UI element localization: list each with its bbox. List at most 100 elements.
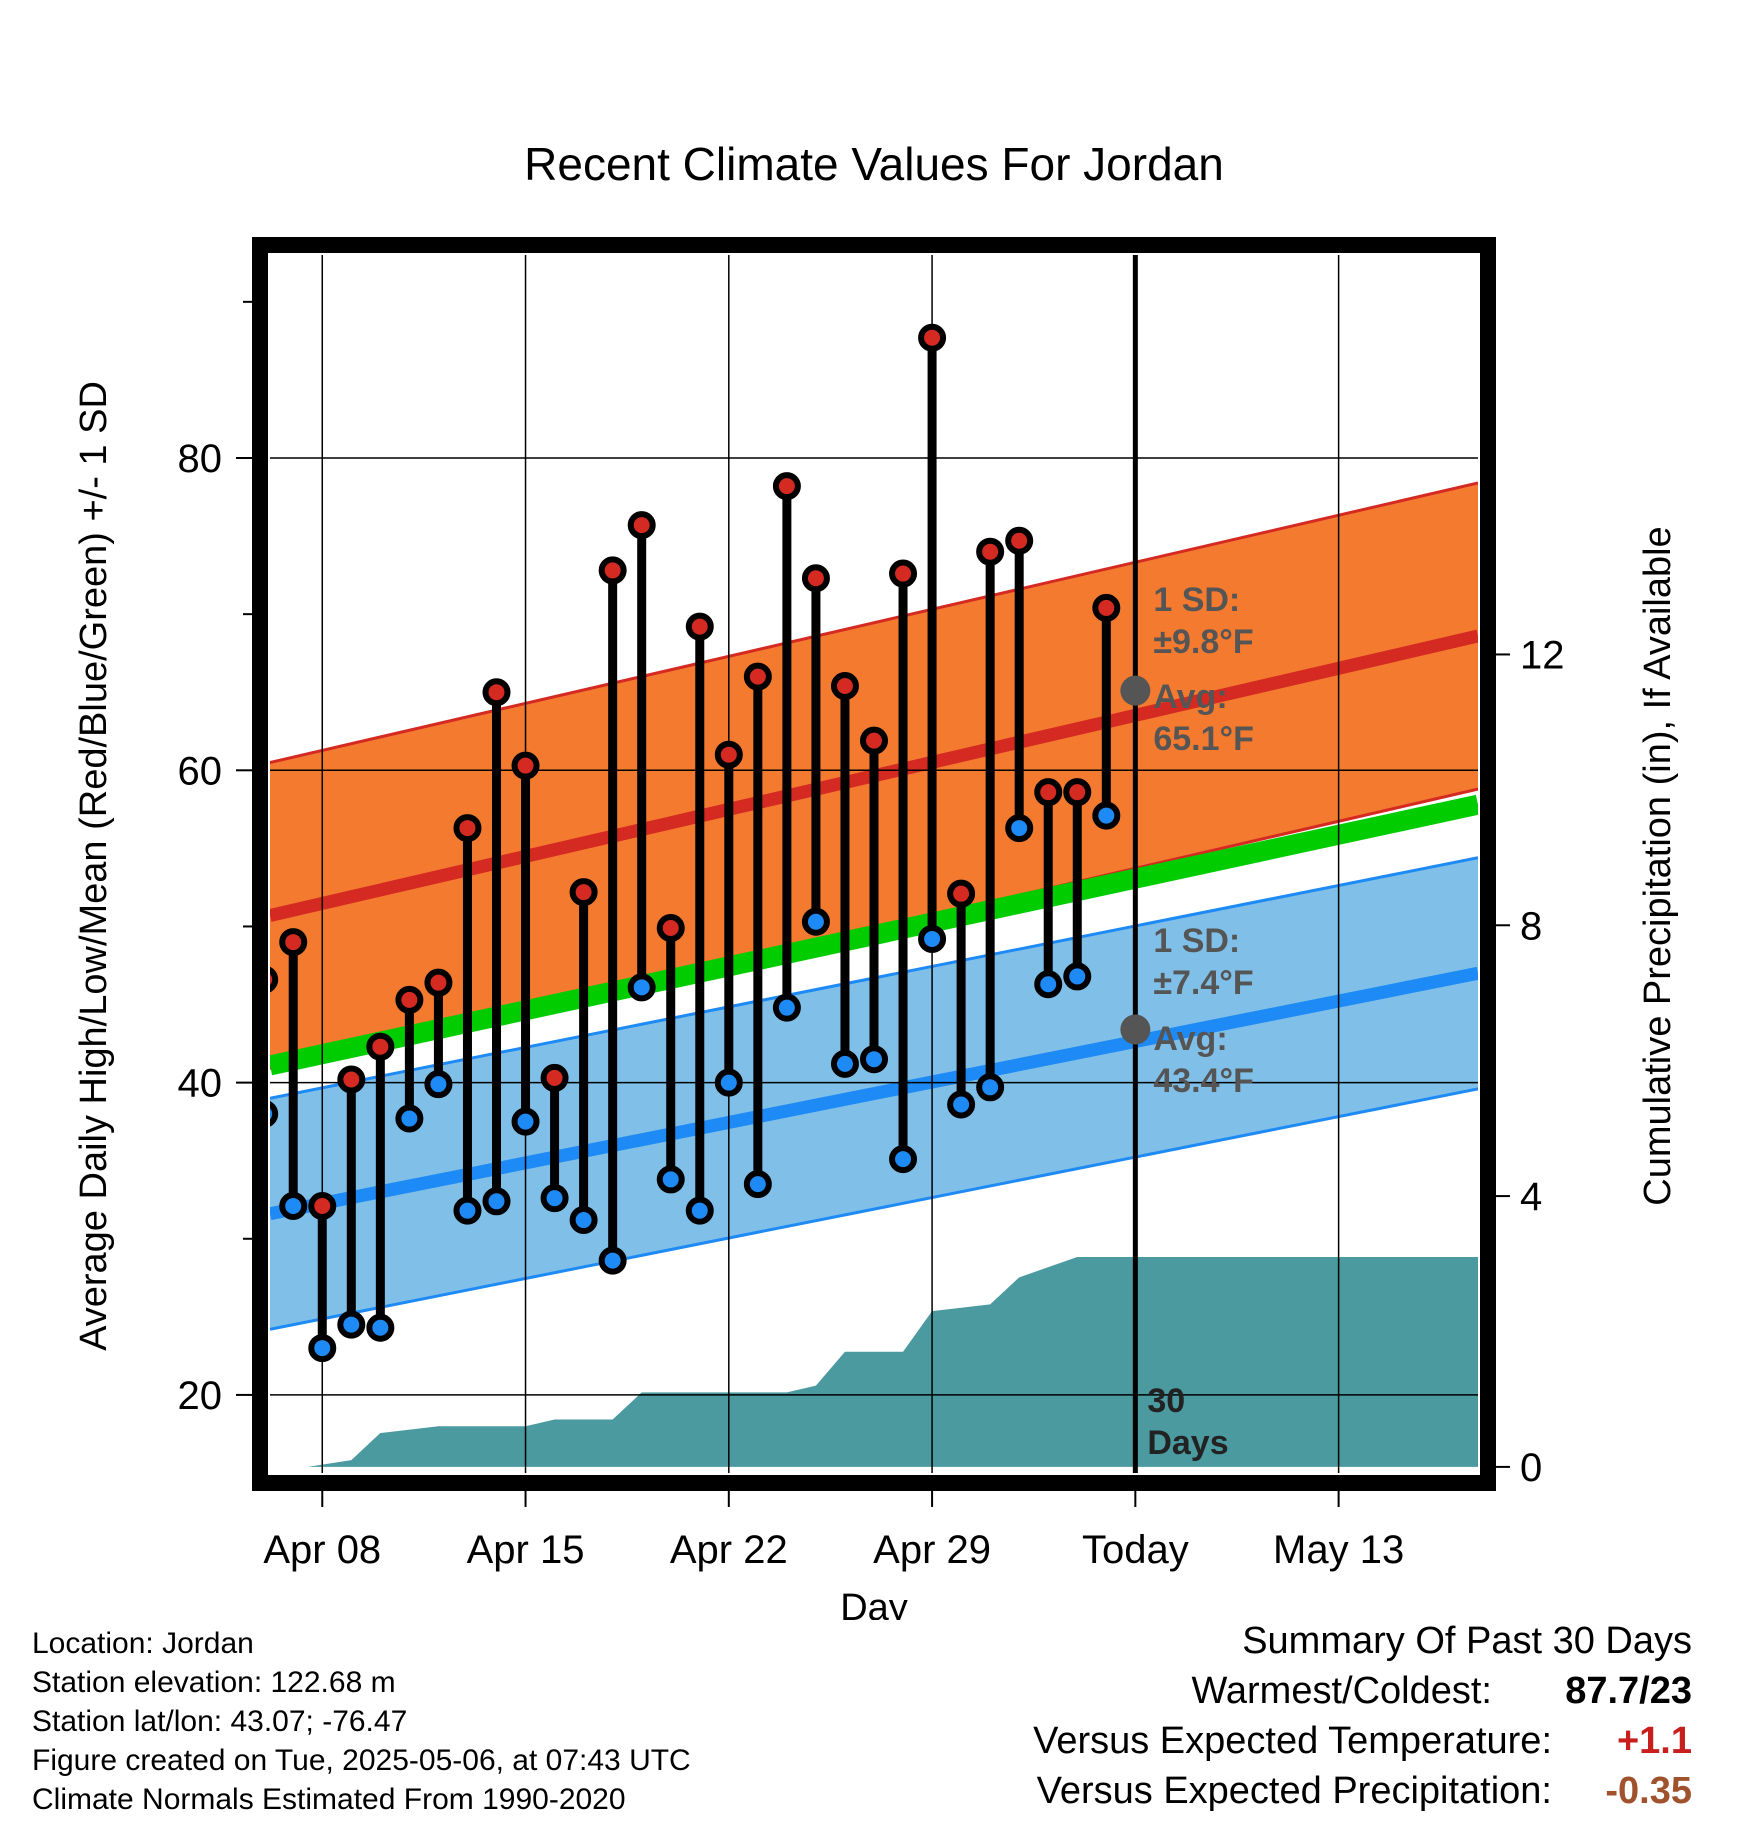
normal-low-band-lower — [270, 1087, 1478, 1331]
y2-tick-label: 8 — [1520, 904, 1542, 948]
high-point — [511, 751, 540, 780]
x-tick-label: Apr 08 — [263, 1528, 381, 1572]
y-tick-label: 40 — [178, 1062, 223, 1106]
high-point — [598, 556, 627, 585]
high-point — [1034, 778, 1063, 807]
low-point — [270, 1101, 279, 1127]
low-point — [860, 1045, 888, 1074]
low-point — [627, 973, 656, 1002]
x-tick-label: Apr 15 — [467, 1528, 585, 1572]
low-point — [685, 1196, 714, 1225]
low-point — [453, 1196, 482, 1225]
y-tick-label: 20 — [178, 1374, 223, 1418]
low-point — [279, 1191, 308, 1220]
high-point — [540, 1063, 569, 1092]
high-point — [482, 678, 511, 707]
y-tick-label: 60 — [178, 749, 223, 793]
high-point — [366, 1032, 395, 1061]
low-point — [714, 1068, 743, 1097]
summary-panel: Summary Of Past 30 Days Warmest/Coldest:… — [1033, 1620, 1692, 1820]
high-point — [270, 966, 279, 993]
low-point — [1005, 814, 1034, 843]
normal-high-band-upper — [270, 481, 1478, 764]
low-point — [656, 1165, 685, 1194]
low-point — [1092, 801, 1121, 830]
high-point — [772, 472, 801, 501]
high-point — [453, 814, 482, 843]
created-text: Figure created on Tue, 2025-05-06, at 07… — [32, 1744, 691, 1777]
precip-label: Versus Expected Precipitation: — [1036, 1770, 1552, 1812]
high-point — [714, 740, 743, 769]
high-avg-value: 65.1°F — [1153, 720, 1254, 758]
low-point — [569, 1206, 598, 1235]
plot-area: 1 SD: ±9.8°F Avg: 65.1°F 1 SD: ±7.4°F Avg: 43.4… — [178, 237, 1565, 1572]
x-axis-label: Day — [840, 1587, 908, 1620]
low-point — [308, 1334, 337, 1363]
high-point — [801, 564, 830, 593]
precip-area — [270, 1257, 1478, 1467]
high-point — [424, 968, 453, 997]
summary-title: Summary Of Past 30 Days — [1242, 1620, 1692, 1662]
today-days-label-2: Days — [1147, 1424, 1228, 1462]
chart-title: Recent Climate Values For Jordan — [524, 138, 1224, 190]
warmest-value: 87.7/23 — [1565, 1670, 1692, 1712]
low-sd-value: ±7.4°F — [1153, 964, 1253, 1002]
high-point — [656, 914, 685, 943]
plot-content: 1 SD: ±9.8°F Avg: 65.1°F 1 SD: ±7.4°F Avg: 43.4… — [270, 255, 1478, 1473]
high-point — [627, 511, 656, 540]
x-tick-label: Apr 22 — [670, 1528, 788, 1572]
today-high-avg-marker — [1120, 675, 1151, 706]
y-axis-label: Average Daily High/Low/Mean (Red/Blue/Gr… — [73, 381, 115, 1351]
high-point — [569, 878, 598, 907]
high-point — [889, 559, 918, 588]
low-point — [482, 1187, 511, 1216]
summary-precip-row: Versus Expected Precipitation: -0.35 — [1033, 1770, 1692, 1820]
climate-chart: Recent Climate Values For Jordan 1 SD: ±9… — [73, 138, 1679, 1620]
temp-value: +1.1 — [1616, 1720, 1692, 1762]
low-point — [801, 907, 830, 936]
high-point — [279, 928, 308, 957]
summary-warmest-row: Warmest/Coldest: 87.7/23 — [1033, 1670, 1692, 1720]
low-point — [511, 1107, 540, 1136]
low-point — [889, 1145, 918, 1174]
low-sd-label: 1 SD: — [1153, 922, 1240, 960]
y2-tick-label: 0 — [1520, 1446, 1542, 1490]
location-text: Location: Jordan — [32, 1627, 254, 1660]
low-avg-value: 43.4°F — [1153, 1062, 1254, 1100]
high-point — [308, 1191, 337, 1220]
y2-tick-label: 4 — [1520, 1175, 1542, 1219]
low-point — [395, 1104, 424, 1133]
low-avg-label: Avg: — [1153, 1020, 1227, 1058]
high-point — [743, 662, 772, 691]
high-point — [947, 879, 976, 908]
high-point — [1063, 778, 1092, 807]
latlon-text: Station lat/lon: 43.07; -76.47 — [32, 1705, 408, 1738]
high-sd-value: ±9.8°F — [1153, 623, 1253, 661]
low-point — [366, 1313, 395, 1342]
high-point — [918, 323, 947, 352]
high-point — [1005, 526, 1034, 555]
today-low-avg-marker — [1120, 1014, 1151, 1045]
y-tick-label: 80 — [178, 437, 223, 481]
y2-axis-label: Cumulative Precipitation (in), If Availa… — [1637, 526, 1679, 1205]
warmest-label: Warmest/Coldest: — [1191, 1670, 1492, 1712]
high-sd-label: 1 SD: — [1153, 581, 1240, 619]
normals-text: Climate Normals Estimated From 1990-2020 — [32, 1783, 626, 1816]
low-point — [976, 1073, 1005, 1102]
today-days-label: 30 — [1147, 1382, 1185, 1420]
low-point — [743, 1170, 772, 1199]
low-point — [598, 1246, 627, 1275]
high-point — [395, 985, 424, 1014]
high-point — [976, 537, 1005, 566]
summary-temp-row: Versus Expected Temperature: +1.1 — [1033, 1720, 1692, 1770]
x-tick-label: Apr 29 — [873, 1528, 991, 1572]
temp-label: Versus Expected Temperature: — [1033, 1720, 1552, 1762]
high-point — [860, 726, 888, 755]
low-point — [772, 993, 801, 1022]
y2-tick-label: 12 — [1520, 633, 1565, 677]
high-point — [830, 671, 859, 700]
high-point — [1092, 593, 1121, 622]
low-point — [918, 924, 947, 953]
low-point — [424, 1070, 453, 1099]
x-tick-label: Today — [1082, 1528, 1189, 1572]
